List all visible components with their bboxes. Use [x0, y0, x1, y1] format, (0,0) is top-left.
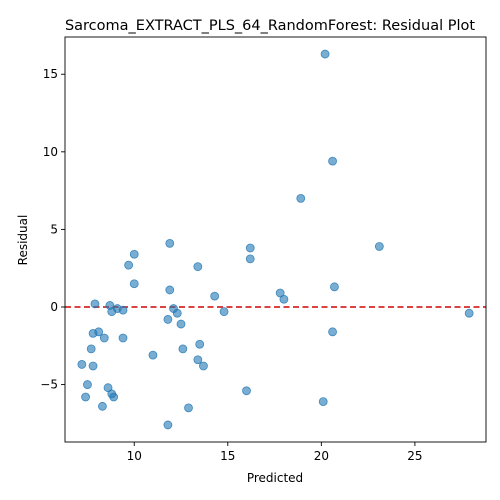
data-point-46: [109, 392, 119, 402]
y-tick-label-3: 10: [43, 145, 58, 159]
data-point-27: [176, 319, 186, 329]
data-point-37: [193, 355, 203, 365]
data-point-47: [318, 397, 328, 407]
data-point-22: [118, 305, 128, 315]
data-point-11: [129, 279, 139, 289]
data-point-13: [165, 285, 175, 295]
data-point-48: [98, 401, 107, 411]
y-tick-label-1: 0: [50, 300, 58, 314]
data-point-8: [245, 254, 255, 264]
data-point-5: [245, 243, 255, 253]
data-point-16: [279, 294, 289, 304]
data-point-49: [184, 403, 193, 413]
data-point-4: [165, 238, 175, 248]
x-tick-label-25: 25: [407, 449, 422, 463]
y-tick-label-4: 15: [43, 67, 58, 81]
data-point-29: [88, 328, 98, 338]
y-axis-label: Residual: [16, 215, 30, 266]
data-point-3: [296, 193, 306, 203]
data-point-12: [330, 282, 339, 292]
data-point-17: [90, 299, 100, 309]
data-point-41: [83, 380, 92, 389]
axes-frame: [64, 36, 487, 443]
y-tick-label-0: −5: [40, 378, 58, 392]
data-point-9: [124, 260, 134, 270]
data-point-1: [320, 49, 330, 59]
data-point-21: [107, 307, 117, 317]
x-tick-label-15: 15: [220, 449, 235, 463]
data-point-10: [193, 262, 203, 272]
data-point-33: [195, 339, 205, 349]
x-tick-label-20: 20: [314, 449, 329, 463]
data-point-32: [118, 333, 128, 343]
data-point-31: [99, 333, 109, 343]
data-point-38: [77, 360, 87, 369]
x-axis-label: Predicted: [247, 471, 303, 485]
x-tick-label-10: 10: [127, 449, 142, 463]
data-point-25: [464, 308, 474, 318]
data-point-36: [148, 350, 158, 360]
data-point-35: [178, 344, 188, 354]
data-point-30: [328, 327, 337, 337]
plot-area: 10 15 20 25 −5 0 5 10 15: [40, 36, 487, 463]
chart-title: Sarcoma_EXTRACT_PLS_64_RandomForest: Res…: [65, 18, 475, 34]
data-point-15: [210, 291, 220, 301]
data-point-39: [88, 361, 98, 371]
data-point-24: [219, 307, 229, 317]
y-tick-label-2: 5: [50, 222, 58, 236]
data-point-45: [81, 392, 90, 402]
data-point-26: [163, 315, 173, 324]
data-point-6: [374, 242, 384, 251]
data-point-34: [86, 344, 96, 354]
data-point-50: [163, 420, 173, 430]
data-point-40: [199, 361, 208, 371]
data-point-7: [129, 249, 139, 259]
data-point-23: [172, 308, 182, 318]
data-point-43: [242, 386, 251, 396]
data-point-2: [328, 156, 337, 166]
